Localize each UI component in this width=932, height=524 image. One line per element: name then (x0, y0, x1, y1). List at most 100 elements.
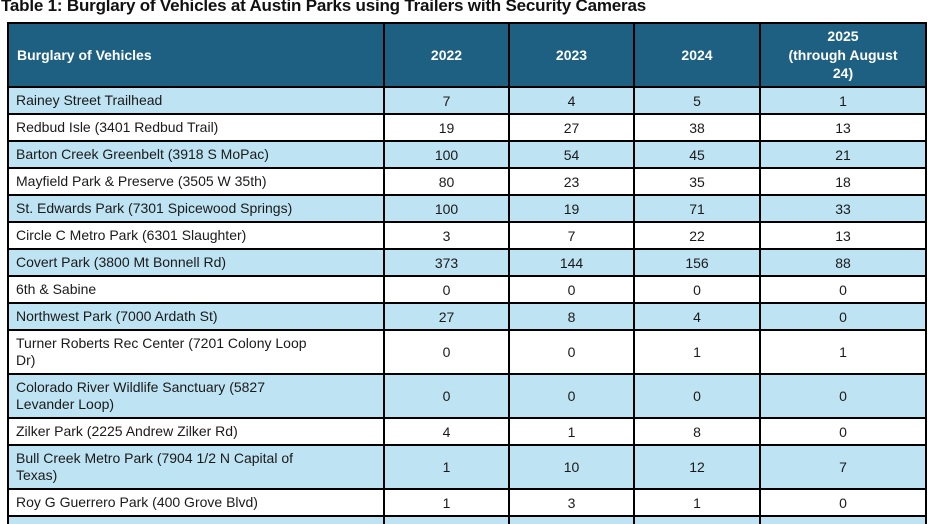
count-cell: 144 (508, 248, 635, 277)
count-cell: 18 (759, 167, 927, 196)
table-body: Rainey Street Trailhead 7 4 5 1 Redbud Isle (… (7, 86, 927, 524)
count-cell: 4 (508, 86, 635, 115)
park-name-cell: Rainey Street Trailhead (7, 86, 385, 115)
park-name-cell: Bull Creek Metro Park (7904 1/2 N Capita… (7, 444, 385, 490)
count-cell: 1 (383, 444, 510, 490)
count-cell: 0 (759, 302, 927, 331)
count-cell: 4 (383, 417, 510, 446)
park-name-cell: Colorado River Wildlife Sanctuary (5827 … (7, 373, 385, 419)
park-name-cell: Roy G Guerrero Park (400 Grove Blvd) (7, 488, 385, 517)
table-row: 6th & Sabine 0 0 0 0 (7, 275, 927, 304)
table-header-row: Burglary of Vehicles 2022 2023 2024 2025… (7, 22, 927, 88)
count-cell: 27 (508, 113, 635, 142)
count-cell: 156 (633, 248, 761, 277)
count-cell: 33 (759, 194, 927, 223)
table-row: Bull Creek Metro Park (7904 1/2 N Capita… (7, 444, 927, 490)
count-cell: 1 (383, 515, 510, 524)
count-cell: 23 (508, 167, 635, 196)
park-name-cell: Mayfield Park & Preserve (3505 W 35th) (7, 167, 385, 196)
count-cell: 1 (759, 86, 927, 115)
count-cell: 0 (633, 275, 761, 304)
count-cell: 1 (633, 329, 761, 375)
header-cell-2022: 2022 (383, 22, 510, 88)
table-row: Turner Roberts Rec Center (7201 Colony L… (7, 329, 927, 375)
page-title-area: Table 1: Burglary of Vehicles at Austin … (1, 0, 932, 19)
park-name-cell: Redbud Isle (3401 Redbud Trail) (7, 113, 385, 142)
count-cell: 54 (508, 140, 635, 169)
count-cell: 0 (759, 488, 927, 517)
count-cell: 7 (759, 444, 927, 490)
park-name-cell: Turner Roberts Rec Center (7201 Colony L… (7, 329, 385, 375)
count-cell: 45 (633, 140, 761, 169)
count-cell: 0 (633, 373, 761, 419)
count-cell: 13 (759, 221, 927, 250)
park-name-cell: Onion Creek Metro Park (8652 Nuckols Cro… (7, 515, 385, 524)
count-cell: 1 (508, 417, 635, 446)
count-cell: 27 (383, 302, 510, 331)
park-name-cell: Barton Creek Greenbelt (3918 S MoPac) (7, 140, 385, 169)
count-cell: 373 (383, 248, 510, 277)
count-cell: 0 (508, 275, 635, 304)
table-row: Mayfield Park & Preserve (3505 W 35th) 80… (7, 167, 927, 196)
count-cell: 12 (633, 444, 761, 490)
count-cell: 1 (633, 488, 761, 517)
page-title: Table 1: Burglary of Vehicles at Austin … (1, 0, 646, 15)
count-cell: 21 (759, 140, 927, 169)
count-cell: 0 (759, 275, 927, 304)
count-cell: 22 (633, 221, 761, 250)
count-cell: 0 (383, 329, 510, 375)
count-cell: 1 (633, 515, 761, 524)
count-cell: 19 (383, 113, 510, 142)
table-row: Covert Park (3800 Mt Bonnell Rd) 373 144 15… (7, 248, 927, 277)
park-name-cell: 6th & Sabine (7, 275, 385, 304)
table-row: Barton Creek Greenbelt (3918 S MoPac) 100… (7, 140, 927, 169)
count-cell: 8 (508, 302, 635, 331)
park-name-cell: Circle C Metro Park (6301 Slaughter) (7, 221, 385, 250)
header-cell-2023: 2023 (508, 22, 635, 88)
count-cell: 100 (383, 194, 510, 223)
table-row: Northwest Park (7000 Ardath St) 27 8 4 0 (7, 302, 927, 331)
count-cell: 0 (759, 417, 927, 446)
count-cell: 1 (508, 515, 635, 524)
table-row: Zilker Park (2225 Andrew Zilker Rd) 4 1 8 0 (7, 417, 927, 446)
park-name-cell: Northwest Park (7000 Ardath St) (7, 302, 385, 331)
table-row: Redbud Isle (3401 Redbud Trail) 19 27 38 13 (7, 113, 927, 142)
table-row: Rainey Street Trailhead 7 4 5 1 (7, 86, 927, 115)
count-cell: 0 (759, 373, 927, 419)
count-cell: 3 (383, 221, 510, 250)
burglary-table: Burglary of Vehicles 2022 2023 2024 2025… (7, 22, 927, 524)
count-cell: 0 (383, 275, 510, 304)
count-cell: 0 (508, 329, 635, 375)
count-cell: 0 (508, 373, 635, 419)
count-cell: 5 (633, 86, 761, 115)
table-row: Roy G Guerrero Park (400 Grove Blvd) 1 3 1 0 (7, 488, 927, 517)
count-cell: 71 (633, 194, 761, 223)
count-cell: 1 (759, 329, 927, 375)
count-cell: 80 (383, 167, 510, 196)
park-name-cell: St. Edwards Park (7301 Spicewood Springs… (7, 194, 385, 223)
table-row: Colorado River Wildlife Sanctuary (5827 … (7, 373, 927, 419)
header-cell-burglary-of-vehicles: Burglary of Vehicles (7, 22, 385, 88)
count-cell: 7 (383, 86, 510, 115)
count-cell: 19 (508, 194, 635, 223)
table-row: Onion Creek Metro Park (8652 Nuckols Cro… (7, 515, 927, 524)
count-cell: 8 (633, 417, 761, 446)
count-cell: 13 (759, 113, 927, 142)
count-cell: 0 (383, 373, 510, 419)
count-cell: 35 (633, 167, 761, 196)
table-header: Burglary of Vehicles 2022 2023 2024 2025… (7, 22, 927, 88)
count-cell: 7 (508, 221, 635, 250)
count-cell: 4 (633, 302, 761, 331)
count-cell: 10 (508, 444, 635, 490)
park-name-cell: Covert Park (3800 Mt Bonnell Rd) (7, 248, 385, 277)
header-cell-2025: 2025 (through August 24) (759, 22, 927, 88)
count-cell: 88 (759, 248, 927, 277)
count-cell: 1 (383, 488, 510, 517)
table-row: Circle C Metro Park (6301 Slaughter) 3 7 22… (7, 221, 927, 250)
header-cell-2024: 2024 (633, 22, 761, 88)
count-cell: 38 (633, 113, 761, 142)
park-name-cell: Zilker Park (2225 Andrew Zilker Rd) (7, 417, 385, 446)
table-row: St. Edwards Park (7301 Spicewood Springs… (7, 194, 927, 223)
count-cell: 0 (759, 515, 927, 524)
count-cell: 3 (508, 488, 635, 517)
